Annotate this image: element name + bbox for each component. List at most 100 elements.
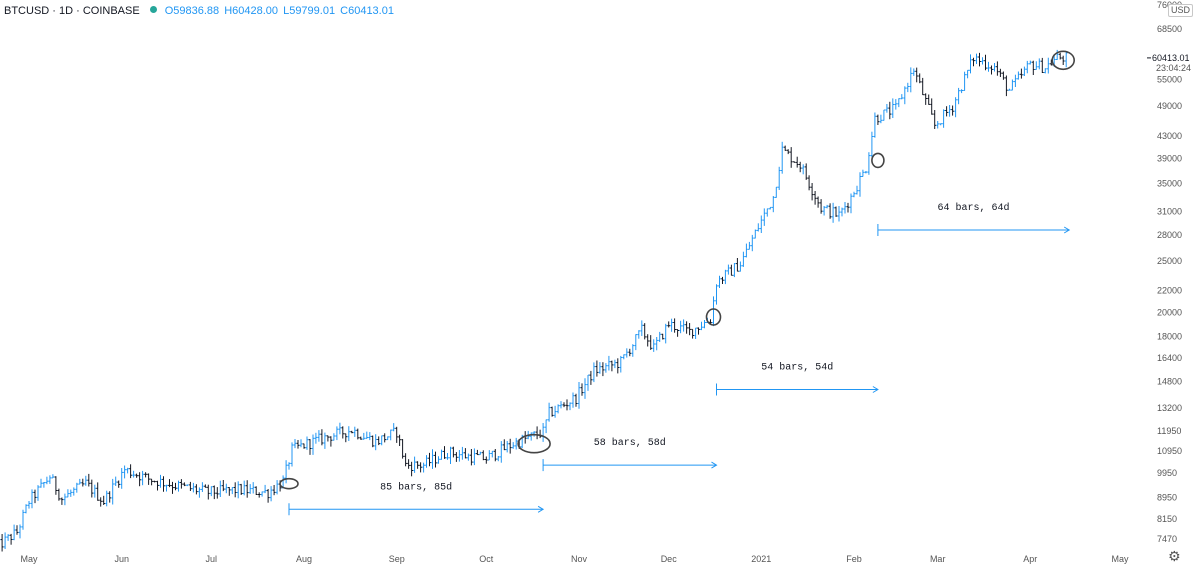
- ohlc-bar: [120, 468, 124, 489]
- ohlc-bar: [206, 484, 210, 500]
- ohlc-bar: [1055, 49, 1059, 60]
- x-tick-label: Nov: [571, 554, 588, 564]
- ohlc-bar: [762, 208, 766, 226]
- ohlc-bar: [813, 191, 817, 205]
- ohlc-bar: [819, 199, 823, 214]
- ohlc-bar: [1046, 57, 1050, 74]
- ohlc-bar: [915, 67, 919, 83]
- ohlc-bar: [798, 161, 802, 173]
- x-axis[interactable]: May Jun Jul Aug Sep Oct Nov Dec 2021 Feb Mar Apr May: [20, 554, 1129, 564]
- ohlc-bar: [141, 470, 144, 486]
- ohlc-bar: [218, 480, 222, 497]
- ohlc-bar: [404, 453, 407, 467]
- highlight-circle[interactable]: [705, 308, 722, 326]
- ohlc-bar: [490, 450, 494, 458]
- high-value: H60428.00: [224, 5, 279, 17]
- ohlc-bar: [60, 497, 64, 505]
- y-tick-label: 39000: [1157, 154, 1182, 164]
- ohlc-bar: [816, 196, 820, 208]
- ohlc-bar: [822, 206, 826, 216]
- ohlc-bar: [861, 169, 865, 177]
- ohlc-bar: [123, 465, 126, 479]
- ohlc-bar: [547, 402, 551, 422]
- x-tick-label: 2021: [751, 554, 771, 564]
- ohlc-bar: [774, 186, 778, 198]
- bars-range-measure[interactable]: 85 bars, 85d: [288, 481, 545, 516]
- y-tick-label: 8150: [1157, 514, 1177, 524]
- ohlc-bar: [771, 196, 775, 213]
- ohlc-bar: [39, 478, 43, 488]
- ohlc-bar: [21, 509, 25, 530]
- y-tick-label: 10950: [1157, 446, 1182, 456]
- highlight-circle[interactable]: [279, 477, 299, 490]
- ohlc-bar: [909, 67, 913, 93]
- ohlc-bar: [6, 534, 10, 541]
- ohlc-bar: [416, 461, 419, 469]
- ohlc-bar: [661, 333, 665, 340]
- ohlc-bar: [484, 456, 488, 464]
- ohlc-bar: [870, 131, 874, 158]
- ohlc-bar: [873, 112, 877, 138]
- ohlc-bar: [338, 422, 342, 435]
- ohlc-bar: [586, 374, 590, 391]
- highlight-circles[interactable]: [279, 50, 1075, 490]
- ohlc-bar: [36, 485, 40, 501]
- symbol-title[interactable]: BTCUSD · 1D · COINBASE: [4, 5, 140, 17]
- x-tick-label: Apr: [1023, 554, 1037, 564]
- ohlc-bar: [715, 284, 718, 305]
- highlight-circle[interactable]: [871, 152, 885, 169]
- ohlc-bar: [721, 276, 724, 284]
- ohlc-bar: [476, 449, 479, 456]
- ohlc-bar: [335, 426, 339, 441]
- ohlc-bar: [939, 123, 943, 126]
- ohlc-bar: [562, 402, 566, 408]
- x-tick-label: Jun: [114, 554, 129, 564]
- ohlc-bar: [670, 318, 673, 332]
- ohlc-bar: [652, 339, 656, 352]
- ohlc-bar: [159, 474, 162, 488]
- ohlc-bar: [293, 439, 297, 449]
- currency-badge[interactable]: USD: [1168, 4, 1194, 17]
- ohlc-bar: [437, 456, 440, 464]
- gear-icon[interactable]: ⚙: [1168, 548, 1181, 564]
- ohlc-bar: [990, 65, 993, 75]
- ohlc-bar: [341, 426, 345, 439]
- ohlc-bar: [3, 532, 7, 549]
- bars-range-measure[interactable]: 58 bars, 58d: [542, 437, 718, 472]
- ohlc-bar: [1064, 51, 1068, 68]
- ohlc-bar: [864, 171, 868, 174]
- ohlc-bar: [801, 164, 805, 175]
- ohlc-bar: [171, 481, 174, 494]
- bars-range-measure[interactable]: 64 bars, 64d: [877, 202, 1071, 236]
- ohlc-bars: [0, 49, 1068, 552]
- ohlc-bar: [945, 106, 948, 117]
- ohlc-bar: [664, 323, 668, 344]
- highlight-circle[interactable]: [517, 433, 551, 454]
- ohlc-bar: [201, 482, 204, 492]
- ohlc-bar: [927, 94, 931, 105]
- y-axis[interactable]: 7470 8150 8950 9950 10950 11950 13200 14800 1640…: [1157, 0, 1182, 544]
- ohlc-bar: [1031, 60, 1035, 75]
- highlight-circle[interactable]: [1051, 50, 1075, 71]
- ohlc-bar: [359, 436, 363, 440]
- ohlc-bar: [556, 404, 560, 414]
- ohlc-bar: [425, 455, 428, 468]
- bars-range-annotations[interactable]: 85 bars, 85d 58 bars, 58d 54 bars, 54d 64 b…: [288, 202, 1071, 516]
- ohlc-bar: [126, 467, 129, 474]
- ohlc-bar: [786, 149, 790, 155]
- chart-header: BTCUSD · 1D · COINBASE O59836.88 H60428.0…: [4, 5, 396, 17]
- y-tick-label: 9950: [1157, 468, 1177, 478]
- ohlc-bar: [221, 480, 225, 492]
- ohlc-bar: [117, 480, 121, 488]
- ohlc-bar: [165, 484, 168, 492]
- ohlc-bar: [1005, 75, 1008, 97]
- ohlc-bar: [440, 449, 443, 460]
- ohlc-bar: [299, 439, 303, 448]
- bars-range-measure[interactable]: 54 bars, 54d: [716, 362, 879, 396]
- ohlc-bar: [42, 482, 46, 488]
- ohlc-bar: [885, 104, 889, 113]
- ohlc-bar: [209, 486, 213, 497]
- ohlc-bar: [236, 481, 240, 499]
- ohlc-bar: [227, 487, 231, 496]
